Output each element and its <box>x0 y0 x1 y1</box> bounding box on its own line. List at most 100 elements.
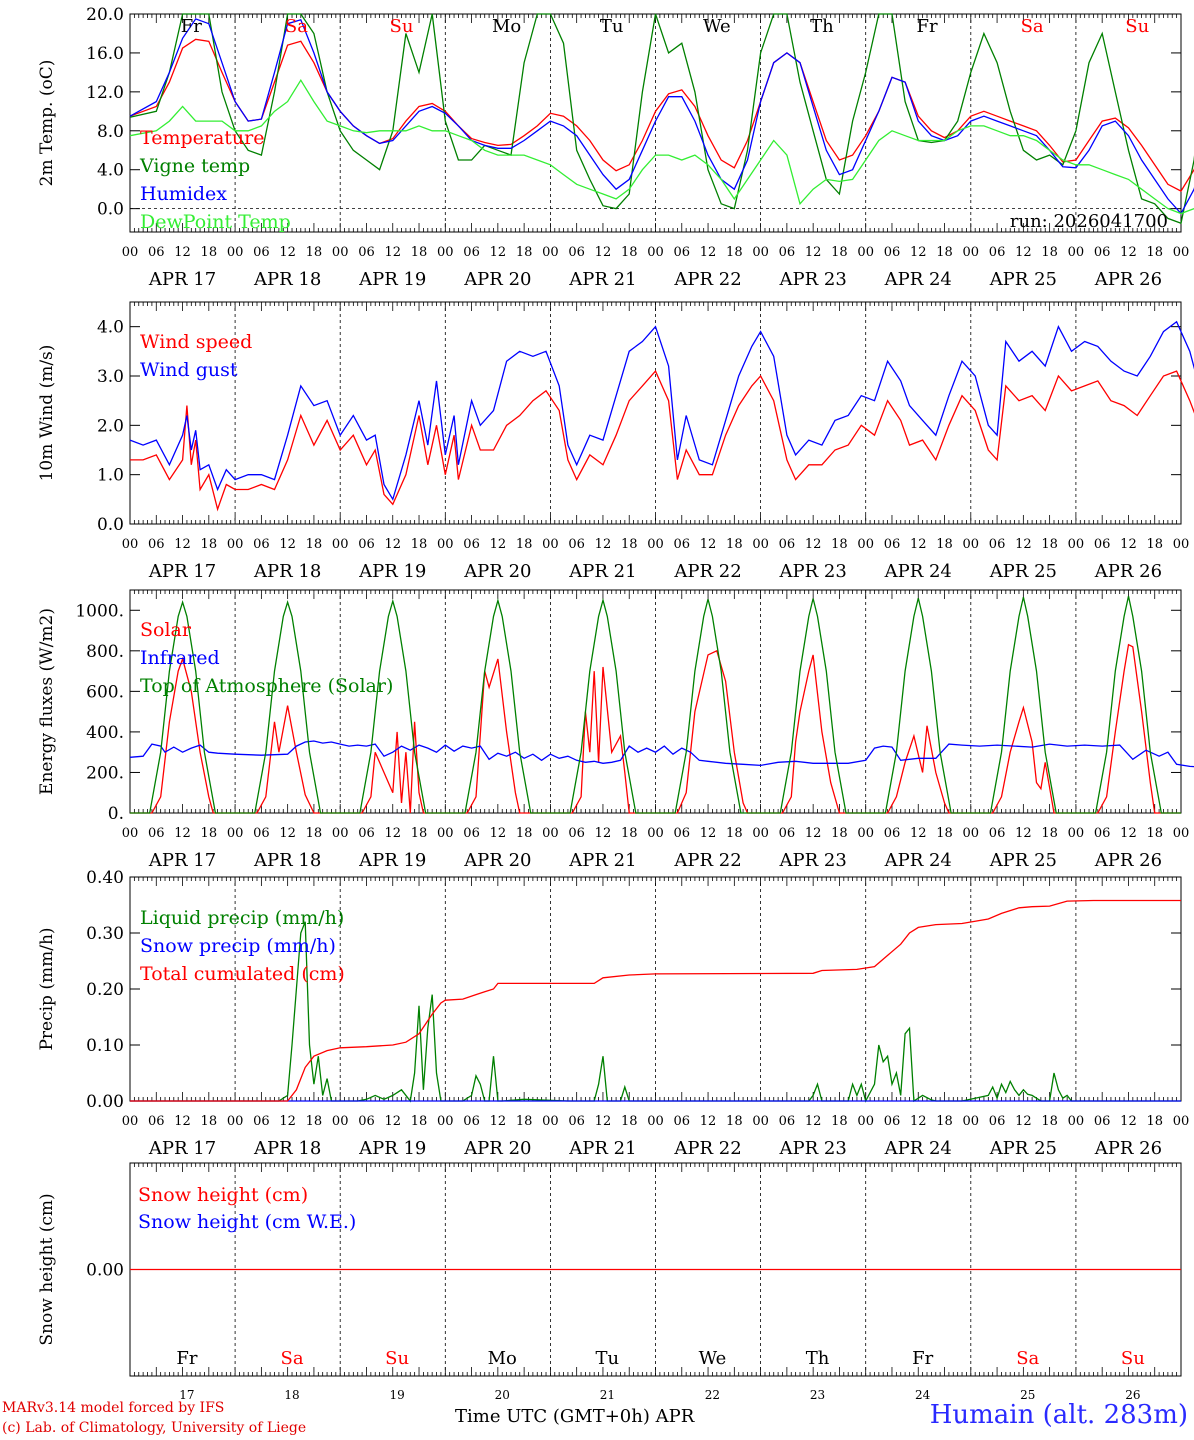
hour-tick-label: 18 <box>1146 826 1163 841</box>
y-axis-title: Snow height (cm) <box>37 1193 57 1345</box>
date-label: APR 23 <box>779 561 847 582</box>
hour-tick-label: 06 <box>148 826 165 841</box>
y-tick-label: 1.0 <box>97 466 124 486</box>
hour-tick-label: 12 <box>384 826 401 841</box>
hour-tick-label: 06 <box>674 537 691 552</box>
hour-tick-label: 00 <box>647 245 664 260</box>
series-line <box>130 643 1181 814</box>
hour-tick-label: 06 <box>148 537 165 552</box>
y-tick-label: 600. <box>86 682 124 702</box>
hour-tick-label: 18 <box>621 245 638 260</box>
date-label: APR 17 <box>148 561 216 582</box>
hour-tick-label: 18 <box>936 537 953 552</box>
date-label: APR 24 <box>884 1138 952 1159</box>
hour-tick-label: 12 <box>279 826 296 841</box>
weekday-label: Fr <box>916 16 937 37</box>
series-line <box>129 740 1194 768</box>
hour-tick-label: 06 <box>148 1114 165 1129</box>
hour-tick-label: 18 <box>726 1114 743 1129</box>
series-line <box>129 320 1194 501</box>
hour-tick-label: 18 <box>831 826 848 841</box>
hour-tick-label: 00 <box>122 537 139 552</box>
date-label: APR 17 <box>148 269 216 290</box>
hour-tick-label: 06 <box>779 537 796 552</box>
hour-tick-label: 12 <box>1120 245 1137 260</box>
hour-tick-label: 12 <box>1120 1114 1137 1129</box>
date-label: APR 24 <box>884 850 952 871</box>
hour-tick-label: 00 <box>542 537 559 552</box>
date-label: APR 25 <box>989 269 1057 290</box>
hour-tick-label: 06 <box>674 826 691 841</box>
hour-tick-label: 18 <box>726 245 743 260</box>
panel-5: 0.00 Snow height (cm) Snow height (cm) Snow… <box>37 1162 1182 1377</box>
hour-tick-label: 18 <box>516 537 533 552</box>
weekday-label: Mo <box>488 1348 517 1369</box>
y-tick-label: 800. <box>86 642 124 662</box>
hour-tick-label: 00 <box>332 245 349 260</box>
date-label: APR 21 <box>568 1138 636 1159</box>
hour-tick-label: 06 <box>358 1114 375 1129</box>
hour-tick-label: 18 <box>621 537 638 552</box>
date-label: APR 25 <box>989 850 1057 871</box>
hour-tick-label: 00 <box>857 1114 874 1129</box>
y-tick-label: 0.20 <box>86 980 124 1000</box>
hour-tick-label: 12 <box>910 826 927 841</box>
day-number-label: 19 <box>389 1388 404 1402</box>
date-label: APR 18 <box>253 850 321 871</box>
weekday-label: Mo <box>492 16 521 37</box>
weekday-label: Su <box>390 16 414 37</box>
weekday-label: Sa <box>1021 16 1044 37</box>
hour-tick-label: 18 <box>411 245 428 260</box>
date-label: APR 19 <box>358 269 426 290</box>
series-line <box>129 78 1194 215</box>
hour-tick-label: 12 <box>490 245 507 260</box>
weekday-label: Tu <box>596 1348 620 1369</box>
hour-tick-label: 18 <box>1146 1114 1163 1129</box>
hour-tick-label: 00 <box>963 245 980 260</box>
hour-tick-label: 18 <box>306 1114 323 1129</box>
y-tick-label: 4.0 <box>97 161 124 181</box>
y-tick-label: 0.10 <box>86 1036 124 1056</box>
hour-tick-label: 00 <box>1068 537 1085 552</box>
weekday-label: Sa <box>285 16 308 37</box>
hour-tick-label: 00 <box>1173 245 1190 260</box>
hour-tick-label: 12 <box>700 826 717 841</box>
hour-tick-label: 06 <box>884 826 901 841</box>
hour-tick-label: 18 <box>306 826 323 841</box>
hour-tick-label: 00 <box>963 537 980 552</box>
hour-tick-label: 18 <box>621 826 638 841</box>
hour-tick-label: 00 <box>857 245 874 260</box>
hour-tick-label: 06 <box>779 1114 796 1129</box>
date-label: APR 17 <box>148 850 216 871</box>
date-label: APR 22 <box>673 850 741 871</box>
hour-tick-label: 12 <box>279 245 296 260</box>
hour-tick-label: 06 <box>568 826 585 841</box>
date-label: APR 25 <box>989 1138 1057 1159</box>
hour-tick-label: 18 <box>831 537 848 552</box>
hour-tick-label: 18 <box>201 1114 218 1129</box>
legend-entry: Wind speed <box>140 331 252 353</box>
series-line <box>130 921 1181 1103</box>
hour-tick-label: 00 <box>963 826 980 841</box>
hour-tick-label: 00 <box>752 826 769 841</box>
y-tick-label: 400. <box>86 723 124 743</box>
hour-tick-label: 18 <box>936 826 953 841</box>
hour-tick-label: 00 <box>542 245 559 260</box>
date-label: APR 19 <box>358 1138 426 1159</box>
hour-tick-label: 12 <box>490 826 507 841</box>
hour-tick-label: 12 <box>279 1114 296 1129</box>
hour-tick-label: 18 <box>516 826 533 841</box>
hour-tick-label: 06 <box>568 537 585 552</box>
hour-tick-label: 00 <box>752 245 769 260</box>
hour-tick-label: 00 <box>227 826 244 841</box>
hour-tick-label: 12 <box>595 826 612 841</box>
hour-tick-label: 18 <box>1041 245 1058 260</box>
legend-entry: Top of Atmosphere (Solar) <box>140 675 393 697</box>
hour-tick-label: 18 <box>1041 826 1058 841</box>
day-number-label: 23 <box>810 1388 825 1402</box>
hour-tick-label: 12 <box>595 1114 612 1129</box>
hour-tick-label: 18 <box>1146 537 1163 552</box>
legend-entry: Wind gust <box>140 359 238 381</box>
hour-tick-label: 12 <box>805 826 822 841</box>
series-line <box>130 899 1181 1102</box>
